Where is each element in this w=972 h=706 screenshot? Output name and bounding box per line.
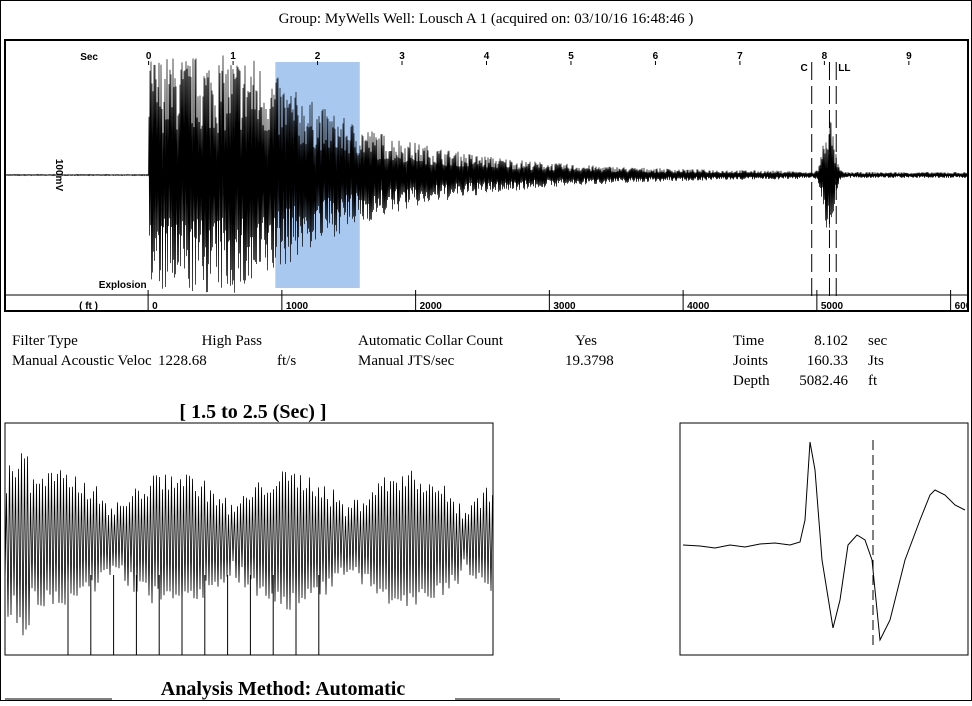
collar-label: C <box>800 63 807 74</box>
unit: Jts <box>868 353 884 369</box>
sec-tick-label: 9 <box>906 51 912 62</box>
ft-tick-label: 0 <box>152 301 158 312</box>
unit: ft <box>868 373 878 389</box>
footer: Analysis Method: Automatic <box>161 678 406 700</box>
amplitude-label: 100mV <box>53 159 64 192</box>
ft-tick-label: 5000 <box>821 301 844 312</box>
explosion-label: Explosion <box>99 280 147 291</box>
zoom-title: [ 1.5 to 2.5 (Sec) ] <box>179 401 326 423</box>
axis-label: Sec <box>80 52 98 63</box>
collar-frame <box>679 422 969 656</box>
sec-tick-label: 4 <box>484 51 490 62</box>
sec-tick-label: 2 <box>315 51 321 62</box>
axis-label: ( ft ) <box>79 301 98 312</box>
sec-tick-label: 5 <box>568 51 574 62</box>
value: Yes <box>575 333 597 349</box>
unit: ft/s <box>277 353 296 369</box>
label: Depth <box>733 373 770 389</box>
sec-tick-label: 3 <box>399 51 405 62</box>
zoom-waveform <box>5 453 493 636</box>
ft-tick-label: 6000 <box>955 301 972 312</box>
value: 1228.68 <box>158 353 207 369</box>
ft-tick-label: 3000 <box>553 301 576 312</box>
ft-tick-label: 2000 <box>420 301 443 312</box>
waveform <box>5 55 968 293</box>
collar-waveform <box>682 441 966 642</box>
collar-label: LL <box>838 63 850 74</box>
value: High Pass <box>202 333 263 349</box>
value: 160.33 <box>807 353 848 369</box>
label: Filter Type <box>12 333 78 349</box>
value: 5082.46 <box>799 373 848 389</box>
label: Automatic Collar Count <box>358 333 504 349</box>
ft-tick-label: 1000 <box>286 301 309 312</box>
label: Time <box>733 333 764 349</box>
sec-tick-label: 0 <box>146 51 152 62</box>
ft-tick-label: 4000 <box>687 301 710 312</box>
label: Joints <box>733 353 768 369</box>
label: Manual Acoustic Veloc <box>12 353 152 369</box>
sec-tick-label: 1 <box>230 51 236 62</box>
unit: sec <box>868 333 887 349</box>
label: Manual JTS/sec <box>358 353 455 369</box>
value: 19.3798 <box>565 353 614 369</box>
sec-tick-label: 6 <box>653 51 659 62</box>
value: 8.102 <box>814 333 848 349</box>
sec-tick-label: 8 <box>822 51 828 62</box>
header: Group: MyWells Well: Lousch A 1 (acquire… <box>279 11 694 27</box>
sec-tick-label: 7 <box>737 51 743 62</box>
